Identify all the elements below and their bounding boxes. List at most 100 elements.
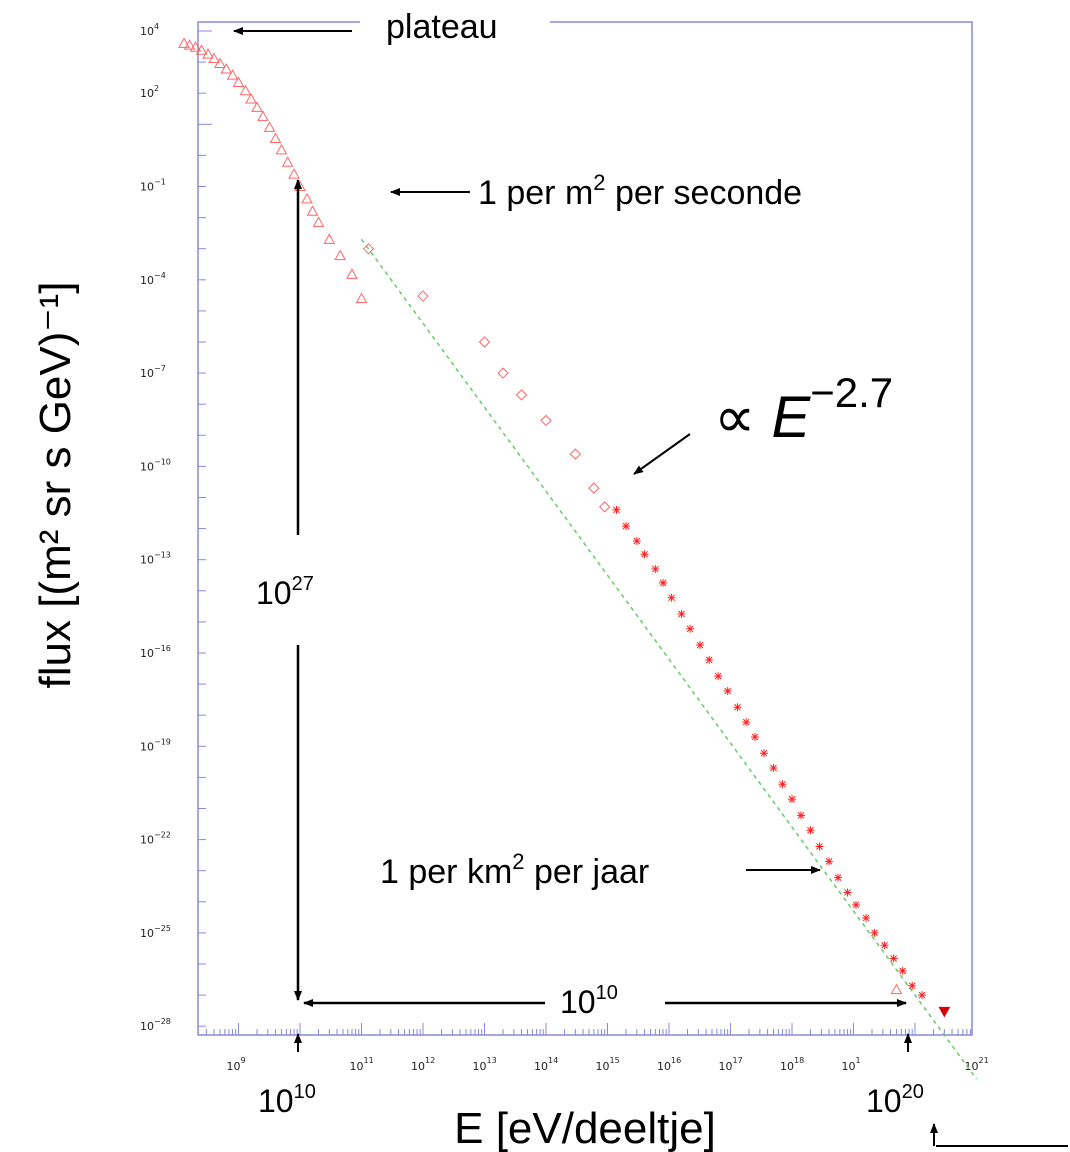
data-point-diamond: [598, 501, 611, 513]
data-point-cross: [870, 928, 879, 937]
per-km2-suffix: per jaar: [525, 853, 650, 891]
vertical-span-base: 10: [256, 575, 292, 611]
data-point-diamond: [478, 336, 491, 348]
data-point-cross: [796, 811, 805, 820]
x-tick-label: 1012: [411, 1056, 435, 1073]
x-tick-label: 1013: [473, 1056, 497, 1073]
y-tick-label: 10−10: [140, 457, 171, 473]
data-point-cross: [632, 536, 641, 545]
y-tick-label: 104: [140, 22, 159, 38]
x-tick-label: 1021: [965, 1056, 989, 1073]
y-tick-label: 10−22: [140, 831, 171, 847]
data-point-cross: [918, 991, 927, 1000]
y-tick-label: 10−28: [140, 1017, 171, 1033]
x-tick-label: 1017: [719, 1056, 743, 1073]
horizontal-span-base: 10: [560, 984, 596, 1020]
data-point-triangle: [346, 268, 358, 279]
data-point-triangle: [245, 92, 257, 104]
e-high-base: 10: [866, 1083, 902, 1119]
x-tick-label: 1014: [534, 1056, 558, 1073]
data-point-triangle: [263, 121, 276, 132]
data-point-cross: [880, 941, 889, 950]
x-axis-title: E [eV/deeltje]: [454, 1104, 716, 1152]
data-point-cross: [759, 749, 768, 758]
data-point-cross: [667, 593, 676, 602]
x-tick-label: 109: [227, 1056, 246, 1073]
per-m2-suffix: per seconde: [606, 174, 803, 212]
y-tick-label: 10−19: [140, 737, 171, 753]
data-point-cross: [640, 550, 649, 559]
data-point-triangle: [281, 156, 294, 167]
x-tick-labels: 109 1011 1012 1013 1014 1015 1016 1017 1018 101 10…: [227, 1056, 989, 1073]
y-tick-label: 10−4: [140, 271, 166, 287]
y-tick-label: 10−1: [140, 178, 166, 194]
vertical-span-label: 1027: [256, 573, 314, 611]
data-point-cross: [612, 505, 621, 514]
data-point-triangle: [257, 110, 269, 121]
data-point-triangle: [890, 983, 903, 995]
data-point-cross: [843, 888, 852, 897]
data-point-diamond: [515, 389, 528, 401]
y-tick-labels: 104 102 10−1 10−4 10−7 10−10 10−13 10−16 10−19 10…: [140, 22, 171, 1033]
data-point-cross: [651, 565, 660, 574]
data-point-cross: [788, 795, 796, 804]
data-point-cross: [723, 687, 732, 695]
y-tick-label: 10−25: [140, 924, 171, 940]
data-point-triangle: [208, 52, 220, 64]
data-point-cross: [815, 842, 824, 851]
data-point-triangle: [183, 39, 196, 50]
data-point-cross: [852, 900, 861, 909]
per-km2-sup: 2: [512, 849, 524, 874]
data-point-triangle: [239, 84, 252, 96]
y-axis-title: flux [(m² sr s GeV)⁻¹]: [31, 282, 80, 689]
power-law-label: ∝ E−2.7: [714, 369, 893, 450]
data-point-cross: [686, 624, 695, 633]
data-point-triangle: [275, 143, 288, 155]
data-point-cross: [742, 718, 751, 727]
plateau-label: plateau: [386, 8, 498, 46]
power-law-exp: −2.7: [810, 369, 893, 416]
x-tick-label: 1015: [596, 1056, 620, 1073]
e-high-label: 1020: [866, 1081, 924, 1119]
data-point-diamond: [497, 367, 509, 379]
data-point-diamond: [540, 414, 552, 427]
per-km2-label: 1 per km2 per jaar: [380, 849, 649, 891]
data-point-triangle: [195, 44, 208, 55]
x-tick-label: 1011: [350, 1056, 374, 1073]
data-point-cross: [898, 966, 907, 975]
data-point-diamond: [569, 448, 582, 460]
per-km2-prefix: 1 per km: [380, 853, 512, 891]
e-low-label: 1010: [258, 1081, 316, 1119]
data-point-triangle: [202, 48, 214, 59]
y-tick-label: 10−7: [140, 364, 166, 380]
data-point-triangle: [232, 76, 245, 88]
x-tick-label: 1016: [657, 1056, 681, 1073]
x-tick-label: 1018: [780, 1056, 804, 1073]
y-tick-label: 10−13: [140, 551, 171, 567]
vertical-span-exp: 27: [292, 573, 314, 595]
data-point-cross: [806, 826, 815, 835]
data-point-triangle: [306, 205, 319, 216]
data-point-cross: [834, 873, 843, 882]
power-law-prefix: ∝: [714, 385, 772, 450]
power-law-E: E: [772, 385, 812, 450]
data-point-cross: [862, 914, 871, 923]
data-point-cross: [889, 954, 898, 963]
fit-line: [360, 238, 978, 1080]
plot-frame: [197, 21, 973, 1036]
data-point-cross: [705, 655, 714, 664]
fit-line-layer: [360, 238, 978, 1080]
data-point-cross: [733, 703, 742, 712]
data-point-triangle: [323, 233, 336, 244]
y-axis-ticks: [198, 30, 212, 1027]
data-point-diamond: [362, 242, 375, 255]
data-point-triangle: [312, 216, 325, 227]
data-point-triangle: [251, 101, 263, 112]
data-point-cross: [750, 732, 759, 741]
data-point-diamond: [417, 290, 429, 302]
data-point-cross: [778, 780, 787, 789]
data-point-cross: [659, 578, 668, 587]
data-point-triangle: [220, 62, 233, 74]
e-high-exp: 20: [902, 1081, 924, 1103]
e-low-exp: 10: [294, 1081, 316, 1103]
